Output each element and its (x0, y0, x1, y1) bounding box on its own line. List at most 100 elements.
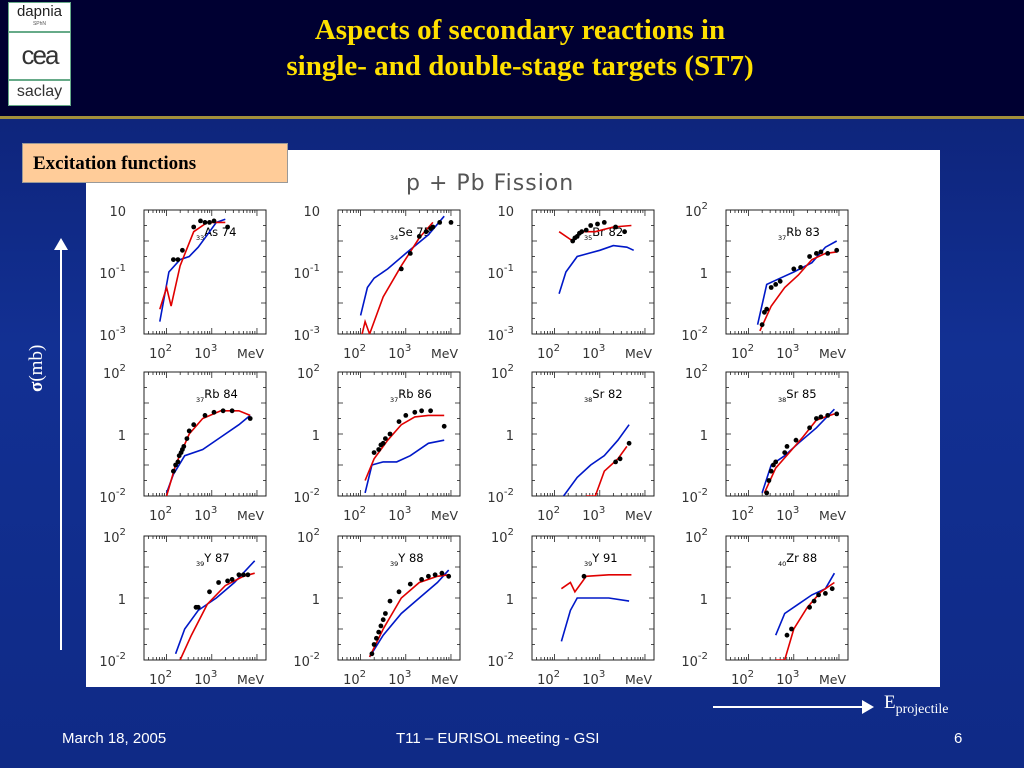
y-tick-label: 10-3 (487, 325, 514, 344)
data-point (412, 409, 418, 415)
data-point (426, 573, 431, 579)
data-point (437, 220, 443, 225)
data-point (202, 220, 208, 225)
data-point (191, 224, 197, 230)
dapnia-logo: dapnia SPhN (8, 2, 71, 32)
footer-meeting: T11 – EURISOL meeting - GSI (396, 730, 600, 747)
data-point (376, 447, 382, 452)
data-point (369, 651, 375, 657)
chart-panel-2: 10 10-1 10-3 102 103 MeV 34Se 75 (293, 205, 461, 362)
x-axis-label: Eprojectile (884, 692, 948, 718)
data-point (419, 408, 424, 414)
data-point (195, 604, 201, 610)
y-tick-label: 10-1 (487, 263, 514, 282)
x-unit-label: MeV (819, 508, 846, 523)
data-point (773, 459, 779, 465)
data-point (236, 572, 242, 578)
data-point (764, 306, 770, 312)
data-point (423, 229, 429, 235)
x-tick-label: 102 (149, 343, 172, 362)
data-point (613, 459, 618, 465)
x-tick-label: 102 (537, 669, 560, 687)
x-tick-label: 102 (149, 669, 172, 687)
chart-title: p + Pb Fission (406, 171, 574, 196)
x-tick-label: 102 (731, 343, 754, 362)
data-point (229, 577, 235, 582)
y-tick-label: 10 (497, 205, 514, 220)
data-point (814, 416, 819, 421)
x-unit-label: MeV (237, 672, 264, 687)
y-tick-label: 1 (312, 429, 320, 444)
x-tick-label: 103 (582, 505, 605, 524)
y-tick-label: 1 (118, 429, 126, 444)
data-point (371, 642, 377, 647)
data-point (416, 234, 422, 239)
chart-panel: p + Pb Fission 10 10-1 10-3 102 103 MeV 33As 74… (86, 150, 940, 688)
data-point (428, 408, 433, 414)
chart-panel-12: 102 1 10-2 102 103 MeV 40Zr 88 (681, 527, 849, 688)
x-tick-label: 103 (388, 343, 411, 362)
chart-panel-9: 102 1 10-2 102 103 MeV 39Y 87 (99, 527, 267, 688)
data-point (825, 413, 831, 418)
data-point (825, 251, 831, 256)
excitation-chart: p + Pb Fission 10 10-1 10-3 102 103 MeV 33As 74… (99, 171, 849, 688)
y-tick-label: 10-3 (99, 325, 126, 344)
data-point (371, 450, 377, 455)
data-point (207, 589, 212, 595)
data-point (818, 414, 824, 420)
data-point (383, 436, 388, 441)
data-point (241, 572, 246, 578)
data-point (387, 598, 393, 604)
x-tick-label: 103 (194, 343, 217, 362)
blue-model-line (562, 424, 630, 496)
data-point (766, 478, 772, 483)
data-point (807, 254, 812, 259)
data-point (782, 450, 788, 455)
y-axis-label: σ(mb) (26, 345, 48, 392)
x-tick-label: 103 (388, 505, 411, 524)
y-axis-arrow-line (60, 248, 62, 650)
y-tick-label: 10-2 (99, 651, 126, 670)
data-point (622, 229, 627, 235)
e-subscript: projectile (895, 701, 949, 717)
data-point (601, 220, 607, 225)
isotope-label: 33As 74 (196, 225, 236, 242)
data-point (387, 431, 393, 437)
data-point (581, 573, 587, 579)
data-point (791, 266, 797, 272)
data-point (626, 440, 632, 446)
title-line-2: single- and double-stage targets (ST7) (286, 50, 754, 82)
y-tick-label: 1 (118, 593, 126, 608)
data-point (398, 266, 404, 272)
x-axis-arrow-line (713, 706, 863, 708)
data-point (807, 604, 812, 610)
y-unit: (mb) (26, 344, 47, 382)
x-tick-label: 103 (582, 669, 605, 687)
x-unit-label: MeV (819, 672, 846, 687)
y-tick-label: 102 (103, 363, 126, 382)
data-point (419, 577, 424, 582)
y-tick-label: 10-2 (681, 487, 708, 506)
red-model-line (775, 581, 835, 660)
chart-panel-8: 102 1 10-2 102 103 MeV 38Sr 85 (681, 363, 849, 524)
data-point (171, 257, 176, 262)
y-tick-label: 10 (303, 205, 320, 220)
x-unit-label: MeV (431, 672, 458, 687)
y-tick-label: 1 (312, 593, 320, 608)
data-point (220, 408, 226, 414)
saclay-logo: saclay (8, 80, 71, 106)
y-tick-label: 10 (109, 205, 126, 220)
blue-model-line (774, 572, 836, 636)
footer-date: March 18, 2005 (62, 730, 167, 747)
y-tick-label: 10-3 (293, 325, 320, 344)
data-point (211, 409, 217, 415)
data-point (811, 598, 817, 604)
x-tick-label: 102 (343, 505, 366, 524)
y-tick-label: 102 (685, 201, 708, 220)
isotope-label: 37Rb 83 (778, 225, 820, 242)
logo-text-saclay: saclay (16, 83, 63, 100)
x-unit-label: MeV (237, 346, 264, 361)
data-point (396, 589, 402, 595)
y-tick-label: 102 (491, 363, 514, 382)
data-point (430, 224, 436, 230)
